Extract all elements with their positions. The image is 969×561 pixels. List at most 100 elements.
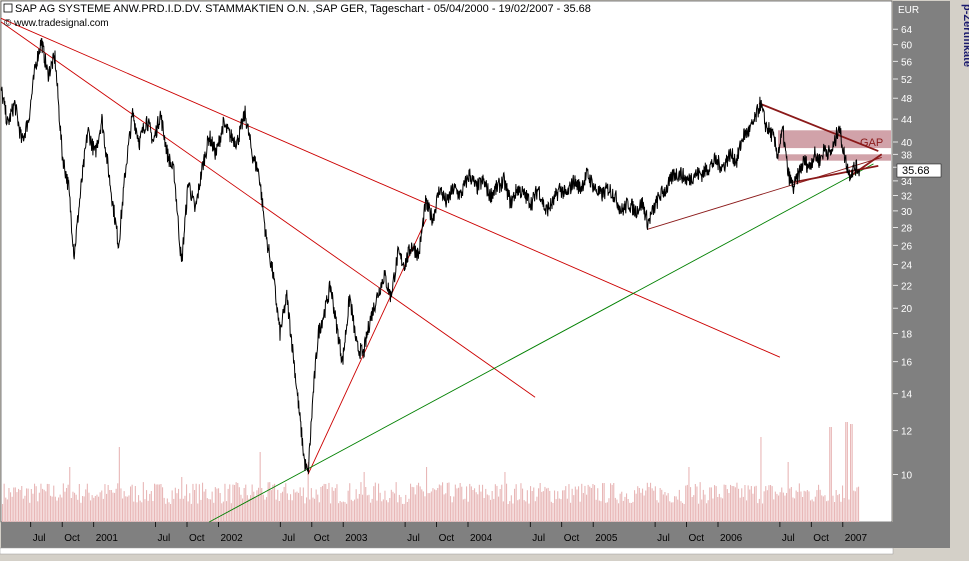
volume-bar: [533, 487, 535, 522]
volume-bar: [344, 502, 346, 522]
volume-bar: [155, 484, 157, 522]
volume-bar: [421, 489, 423, 522]
volume-bar: [814, 496, 816, 522]
volume-bar: [590, 488, 592, 522]
volume-bar: [701, 499, 703, 522]
x-tick-label: Jul: [282, 533, 295, 544]
volume-bar: [758, 498, 760, 522]
volume-bar: [11, 496, 13, 522]
volume-bar: [258, 487, 260, 522]
volume-bar: [347, 490, 349, 522]
volume-bar: [530, 486, 532, 522]
volume-bar: [126, 496, 128, 522]
volume-bar: [261, 488, 263, 522]
chart-title: SAP AG SYSTEME ANW.PRD.I.D.DV. STAMMAKTI…: [15, 3, 591, 15]
volume-bar: [160, 484, 162, 522]
volume-bar: [282, 491, 284, 522]
trendlines: [0, 17, 883, 523]
volume-bar: [459, 483, 461, 522]
volume-bar: [298, 492, 300, 522]
volume-bar: [432, 488, 434, 522]
volume-bar: [509, 501, 511, 522]
volume-bar: [341, 502, 343, 522]
volume-bar: [397, 502, 399, 522]
volume-bar: [339, 501, 341, 522]
volume-bar: [88, 492, 90, 522]
trendline-thin: [647, 156, 882, 230]
volume-bar: [453, 496, 455, 522]
volume-bar: [42, 488, 44, 522]
volume-bar: [494, 484, 496, 522]
volume-bar: [70, 498, 72, 522]
x-tick-label: Jul: [657, 533, 670, 544]
volume-bar: [136, 502, 138, 522]
volume-bar: [483, 498, 485, 522]
volume-bar: [405, 494, 407, 522]
volume-bar: [53, 485, 55, 522]
volume-bar: [490, 499, 492, 522]
volume-bar: [357, 498, 359, 522]
trendline-red: [0, 21, 536, 398]
volume-bar: [747, 485, 749, 522]
volume-bar: [770, 485, 772, 522]
volume-bar: [654, 486, 656, 522]
volume-bar: [808, 491, 810, 522]
volume-bar: [173, 498, 175, 522]
volume-bar: [10, 492, 12, 522]
volume-bar: [550, 501, 552, 522]
volume-bar: [707, 500, 709, 522]
volume-bar: [152, 501, 154, 522]
volume-bar: [778, 495, 780, 522]
scrollbar-track[interactable]: [0, 547, 894, 555]
volume-bar: [694, 484, 696, 522]
volume-bar: [192, 483, 194, 522]
volume-bar: [338, 503, 340, 522]
volume-bar: [37, 501, 39, 522]
volume-bar: [690, 487, 692, 522]
x-tick-label: Jul: [532, 533, 545, 544]
volume-bar: [645, 490, 647, 522]
header-icon[interactable]: [3, 3, 13, 13]
y-tick-label: 60: [901, 41, 913, 52]
volume-bar: [760, 437, 762, 522]
trendline-triangle: [848, 153, 883, 178]
volume-bar: [467, 501, 469, 522]
volume-bar: [232, 484, 234, 522]
volume-bar: [45, 491, 47, 522]
volume-bar: [816, 490, 818, 522]
volume-bar: [826, 501, 828, 522]
y-axis: 1012141618202224262830323436384044485256…: [893, 25, 913, 481]
volume-bar: [106, 493, 108, 522]
volume-bar: [488, 495, 490, 522]
volume-bar: [171, 490, 173, 522]
y-tick-label: 48: [901, 94, 913, 105]
volume-bar: [706, 503, 708, 522]
volume-bar: [805, 491, 807, 522]
volume-bar: [13, 487, 15, 522]
y-tick-label: 52: [901, 75, 913, 86]
volume-bar: [206, 498, 208, 522]
volume-bar: [330, 503, 332, 522]
volume-bar: [413, 487, 415, 522]
volume-bar: [194, 490, 196, 522]
volume-bar: [635, 493, 637, 522]
volume-bar: [299, 487, 301, 522]
volume-bar: [358, 494, 360, 522]
x-tick-label: Oct: [564, 533, 580, 544]
volume-bar: [744, 485, 746, 522]
volume-bar: [523, 500, 525, 522]
volume-bar: [267, 482, 269, 522]
volume-bar: [709, 487, 711, 522]
last-value-label: 35.68: [902, 165, 930, 177]
volume-bar: [621, 491, 623, 522]
volume-bar: [616, 499, 618, 522]
volume-bar: [614, 497, 616, 522]
volume-bar: [301, 496, 303, 522]
volume-bar: [539, 483, 541, 522]
volume-bar: [627, 499, 629, 522]
volume-bar: [630, 503, 632, 522]
volume-bar: [363, 472, 365, 522]
volume-bar: [763, 491, 765, 522]
volume-bar: [370, 502, 372, 522]
volume-bar: [254, 496, 256, 522]
